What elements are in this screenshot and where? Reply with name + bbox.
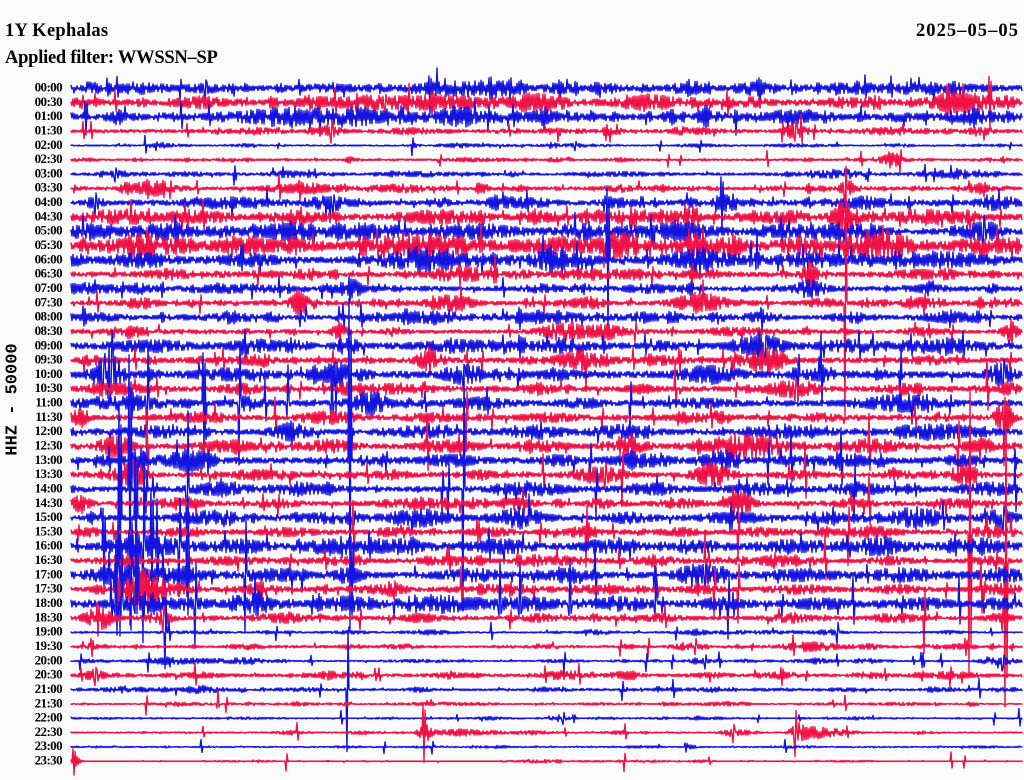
- svg-text:14:30: 14:30: [35, 495, 62, 510]
- svg-text:06:30: 06:30: [35, 266, 62, 281]
- svg-text:19:30: 19:30: [35, 638, 62, 653]
- svg-text:Applied filter: WWSSN–SP: Applied filter: WWSSN–SP: [5, 48, 218, 68]
- svg-text:13:30: 13:30: [35, 466, 62, 481]
- svg-text:01:30: 01:30: [35, 123, 62, 138]
- svg-text:04:00: 04:00: [35, 194, 62, 209]
- svg-text:1Y Kephalas: 1Y Kephalas: [5, 21, 108, 41]
- svg-text:00:30: 00:30: [35, 94, 62, 109]
- svg-text:11:30: 11:30: [35, 409, 62, 424]
- svg-text:07:30: 07:30: [35, 294, 62, 309]
- svg-text:01:00: 01:00: [35, 108, 62, 123]
- svg-text:23:30: 23:30: [35, 753, 62, 768]
- svg-text:22:30: 22:30: [35, 724, 62, 739]
- svg-text:20:30: 20:30: [35, 667, 62, 682]
- svg-text:17:00: 17:00: [35, 566, 62, 581]
- svg-text:12:30: 12:30: [35, 438, 62, 453]
- svg-text:13:00: 13:00: [35, 452, 62, 467]
- svg-text:02:00: 02:00: [35, 137, 62, 152]
- svg-text:05:00: 05:00: [35, 223, 62, 238]
- svg-text:10:30: 10:30: [35, 380, 62, 395]
- svg-text:06:00: 06:00: [35, 251, 62, 266]
- svg-text:15:00: 15:00: [35, 509, 62, 524]
- svg-text:16:00: 16:00: [35, 538, 62, 553]
- svg-text:HHZ - 50000: HHZ - 50000: [4, 343, 23, 455]
- svg-text:16:30: 16:30: [35, 552, 62, 567]
- svg-text:14:00: 14:00: [35, 481, 62, 496]
- svg-text:04:30: 04:30: [35, 208, 62, 223]
- svg-text:05:30: 05:30: [35, 237, 62, 252]
- svg-text:07:00: 07:00: [35, 280, 62, 295]
- svg-text:23:00: 23:00: [35, 738, 62, 753]
- svg-text:20:00: 20:00: [35, 652, 62, 667]
- svg-text:08:30: 08:30: [35, 323, 62, 338]
- svg-text:22:00: 22:00: [35, 710, 62, 725]
- svg-text:03:30: 03:30: [35, 180, 62, 195]
- svg-text:18:00: 18:00: [35, 595, 62, 610]
- svg-text:17:30: 17:30: [35, 581, 62, 596]
- svg-text:21:30: 21:30: [35, 695, 62, 710]
- svg-text:02:30: 02:30: [35, 151, 62, 166]
- svg-text:09:30: 09:30: [35, 352, 62, 367]
- svg-text:12:00: 12:00: [35, 423, 62, 438]
- svg-text:19:00: 19:00: [35, 624, 62, 639]
- svg-text:09:00: 09:00: [35, 337, 62, 352]
- svg-text:2025–05–05: 2025–05–05: [916, 21, 1019, 41]
- svg-text:18:30: 18:30: [35, 609, 62, 624]
- svg-text:00:00: 00:00: [35, 80, 62, 95]
- svg-text:11:00: 11:00: [35, 395, 62, 410]
- svg-text:21:00: 21:00: [35, 681, 62, 696]
- svg-text:15:30: 15:30: [35, 523, 62, 538]
- svg-text:08:00: 08:00: [35, 309, 62, 324]
- svg-text:10:00: 10:00: [35, 366, 62, 381]
- svg-text:03:00: 03:00: [35, 165, 62, 180]
